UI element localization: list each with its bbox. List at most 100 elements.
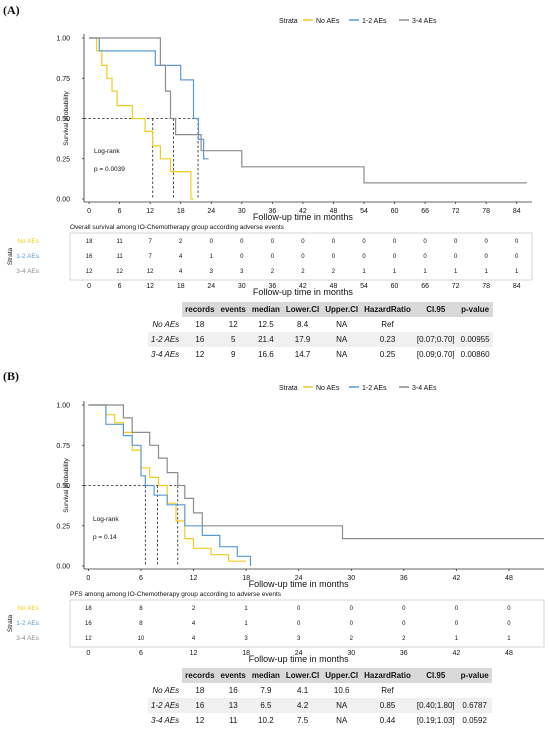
risk-x-tick-a-0: 0 xyxy=(87,283,91,290)
stats-header-cell: events xyxy=(217,302,249,317)
risk-x-tick-b-7: 42 xyxy=(452,650,460,657)
stats-cell: 0.00860 xyxy=(457,347,493,362)
risk-count-a-2-14: 1 xyxy=(515,269,519,275)
stats-header-cell: Upper.Cl xyxy=(322,668,362,683)
x-tick-label-a-2: 12 xyxy=(146,208,154,215)
y-tick-label-a-0: 0.00 xyxy=(56,197,70,204)
stats-cell: Ref xyxy=(361,317,414,332)
risk-x-tick-b-2: 12 xyxy=(190,650,198,657)
stats-cell: [0.07;0.70] xyxy=(413,332,458,347)
risk-x-tick-a-9: 54 xyxy=(360,283,368,290)
stats-cell: [0.40;1.80] xyxy=(413,698,458,713)
risk-count-b-0-2: 2 xyxy=(192,606,196,612)
risk-count-a-2-8: 2 xyxy=(332,269,336,275)
risk-count-a-1-6: 0 xyxy=(271,254,275,260)
risk-count-b-1-7: 0 xyxy=(455,621,459,627)
stats-cell xyxy=(413,683,458,698)
x-tick-label-a-0: 0 xyxy=(87,208,91,215)
stats-header-cell: p-value xyxy=(457,302,493,317)
x-tick-label-b-1: 6 xyxy=(139,575,143,582)
stats-cell: NA xyxy=(322,713,362,728)
risk-x-tick-a-13: 78 xyxy=(482,283,490,290)
x-tick-label-b-2: 12 xyxy=(190,575,198,582)
risk-strata-label-b: Strata xyxy=(7,614,14,632)
legend-label-b-2: 3-4 AEs xyxy=(412,385,437,392)
risk-count-b-2-1: 10 xyxy=(138,636,145,642)
risk-x-tick-a-6: 36 xyxy=(268,283,276,290)
stats-cell: NA xyxy=(322,347,362,362)
stats-cell: 17.9 xyxy=(282,332,323,347)
risk-count-a-1-5: 0 xyxy=(240,254,244,260)
risk-count-a-1-1: 11 xyxy=(117,254,124,260)
x-tick-label-a-4: 24 xyxy=(207,208,215,215)
risk-x-tick-b-4: 24 xyxy=(295,650,303,657)
stats-cell: 0.44 xyxy=(361,713,414,728)
risk-x-tick-b-0: 0 xyxy=(86,650,90,657)
y-tick-label-b-2: 0.50 xyxy=(56,483,70,490)
risk-count-a-2-11: 1 xyxy=(423,269,427,275)
stats-header-cell: CI.95 xyxy=(413,302,458,317)
risk-count-b-1-2: 4 xyxy=(192,621,196,627)
stats-header-cell: HazardRatio xyxy=(361,302,414,317)
risk-strata-label-a: Strata xyxy=(7,247,14,265)
risk-row-label-a-0: No AEs xyxy=(17,238,39,245)
stats-header-cell: median xyxy=(248,668,283,683)
risk-count-a-2-4: 3 xyxy=(210,269,214,275)
risk-count-a-2-3: 4 xyxy=(179,269,183,275)
km-curve-a-no-aes xyxy=(89,37,194,200)
risk-count-b-0-3: 1 xyxy=(244,606,248,612)
stats-cell: 11 xyxy=(217,713,249,728)
risk-count-a-2-6: 2 xyxy=(271,269,275,275)
legend-title-a: Strata xyxy=(279,18,298,25)
km-curve-a-3-4-aes xyxy=(89,37,527,184)
risk-x-tick-b-6: 36 xyxy=(400,650,408,657)
stats-cell: 10.6 xyxy=(322,683,362,698)
legend-label-b-1: 1-2 AEs xyxy=(362,385,387,392)
km-curve-b-no-aes xyxy=(88,404,247,562)
stats-cell: 16 xyxy=(217,683,249,698)
stats-cell: 12 xyxy=(182,713,218,728)
stats-cell: 0.25 xyxy=(361,347,414,362)
stats-header-cell: events xyxy=(217,668,249,683)
stats-cell: 0.0592 xyxy=(457,713,492,728)
risk-count-a-1-3: 4 xyxy=(179,254,183,260)
risk-x-tick-a-1: 6 xyxy=(118,283,122,290)
risk-count-b-2-5: 2 xyxy=(350,636,354,642)
risk-count-a-1-8: 0 xyxy=(332,254,336,260)
stats-cell: 7.5 xyxy=(282,713,323,728)
risk-count-a-2-1: 12 xyxy=(116,269,123,275)
y-tick-label-a-2: 0.50 xyxy=(56,116,70,123)
risk-count-b-2-2: 4 xyxy=(192,636,196,642)
risk-count-a-0-4: 0 xyxy=(210,239,214,245)
risk-x-tick-b-3: 18 xyxy=(242,650,250,657)
stats-cell: 8.4 xyxy=(282,317,323,332)
panel-label-b: (B) xyxy=(3,369,19,383)
y-axis-title-a: Survival probability xyxy=(63,90,70,145)
risk-count-a-1-0: 16 xyxy=(86,254,93,260)
x-tick-label-a-8: 48 xyxy=(330,208,338,215)
risk-count-b-1-6: 0 xyxy=(402,621,406,627)
y-tick-label-a-3: 0.75 xyxy=(56,76,70,83)
stats-cell: 12 xyxy=(217,317,249,332)
risk-count-a-2-12: 1 xyxy=(454,269,458,275)
risk-count-b-2-6: 2 xyxy=(402,636,406,642)
stats-header-cell: records xyxy=(182,302,218,317)
x-tick-label-b-8: 48 xyxy=(505,575,513,582)
y-axis-title-b: Survival probability xyxy=(63,457,70,512)
stats-cell: 0.00955 xyxy=(457,332,493,347)
x-tick-label-a-5: 30 xyxy=(238,208,246,215)
legend-label-a-2: 3-4 AEs xyxy=(412,18,437,25)
risk-x-tick-a-2: 12 xyxy=(146,283,154,290)
stats-cell xyxy=(457,683,492,698)
stats-cell xyxy=(457,317,493,332)
stats-cell: 16.6 xyxy=(248,347,283,362)
risk-count-a-1-4: 1 xyxy=(210,254,214,260)
risk-x-tick-a-11: 66 xyxy=(421,283,429,290)
stats-cell: 0.6787 xyxy=(457,698,492,713)
risk-x-tick-a-12: 72 xyxy=(452,283,460,290)
stats-table-a: records events median Lower.Cl Upper.Cl Hazar… xyxy=(148,302,493,362)
y-tick-label-b-0: 0.00 xyxy=(56,564,70,571)
stats-cell: 13 xyxy=(217,698,249,713)
risk-count-a-2-13: 1 xyxy=(485,269,489,275)
